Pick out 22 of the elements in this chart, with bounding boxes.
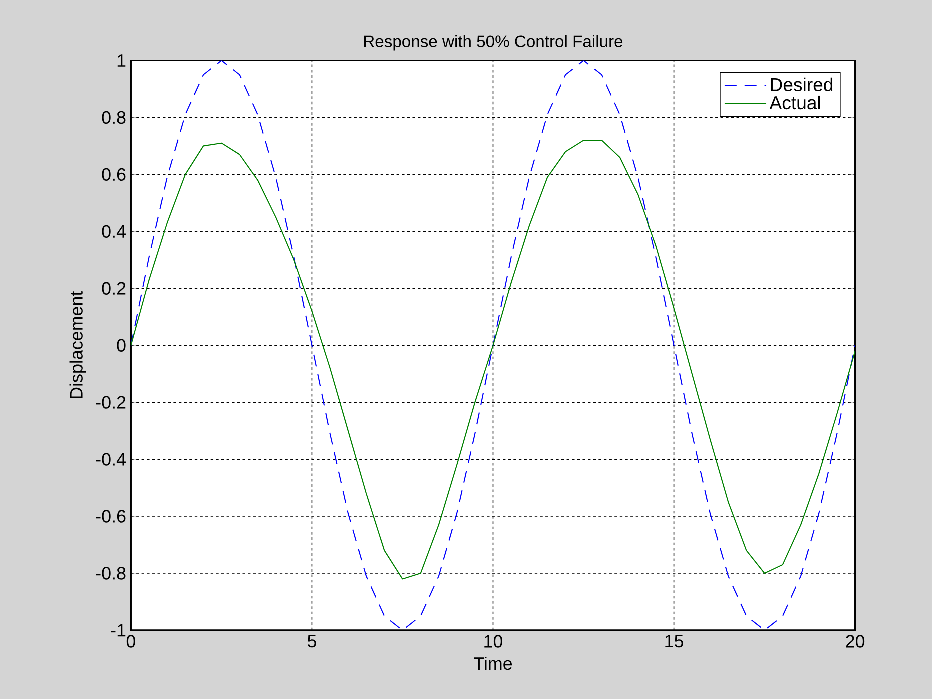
x-tick-label: 5 — [308, 635, 316, 648]
x-tick-label: 15 — [666, 635, 684, 648]
y-tick-label: 0.2 — [102, 282, 126, 295]
line-series — [131, 140, 856, 580]
y-tick-label: -0.2 — [96, 396, 126, 409]
chart-title: Response with 50% Control Failure — [364, 35, 623, 51]
y-tick-label: 0.4 — [102, 225, 126, 238]
legend-label: Desired — [771, 78, 833, 92]
y-tick-label: 0.6 — [102, 168, 126, 181]
y-tick-label: 0.8 — [102, 111, 126, 124]
y-tick-label: -1 — [111, 624, 126, 637]
y-tick-label: -0.6 — [96, 510, 126, 523]
y-tick-label: 1 — [118, 54, 126, 67]
y-axis-title: Displacement — [70, 291, 86, 398]
y-tick-label: -0.4 — [96, 453, 126, 466]
x-tick-label: 0 — [126, 635, 136, 648]
legend-label: Actual — [770, 96, 820, 110]
y-tick-label: -0.8 — [96, 567, 126, 580]
y-tick-label: 0 — [117, 339, 126, 352]
x-axis-title: Time — [474, 656, 512, 670]
x-tick-label: 20 — [846, 635, 865, 648]
x-tick-label: 10 — [484, 635, 503, 648]
